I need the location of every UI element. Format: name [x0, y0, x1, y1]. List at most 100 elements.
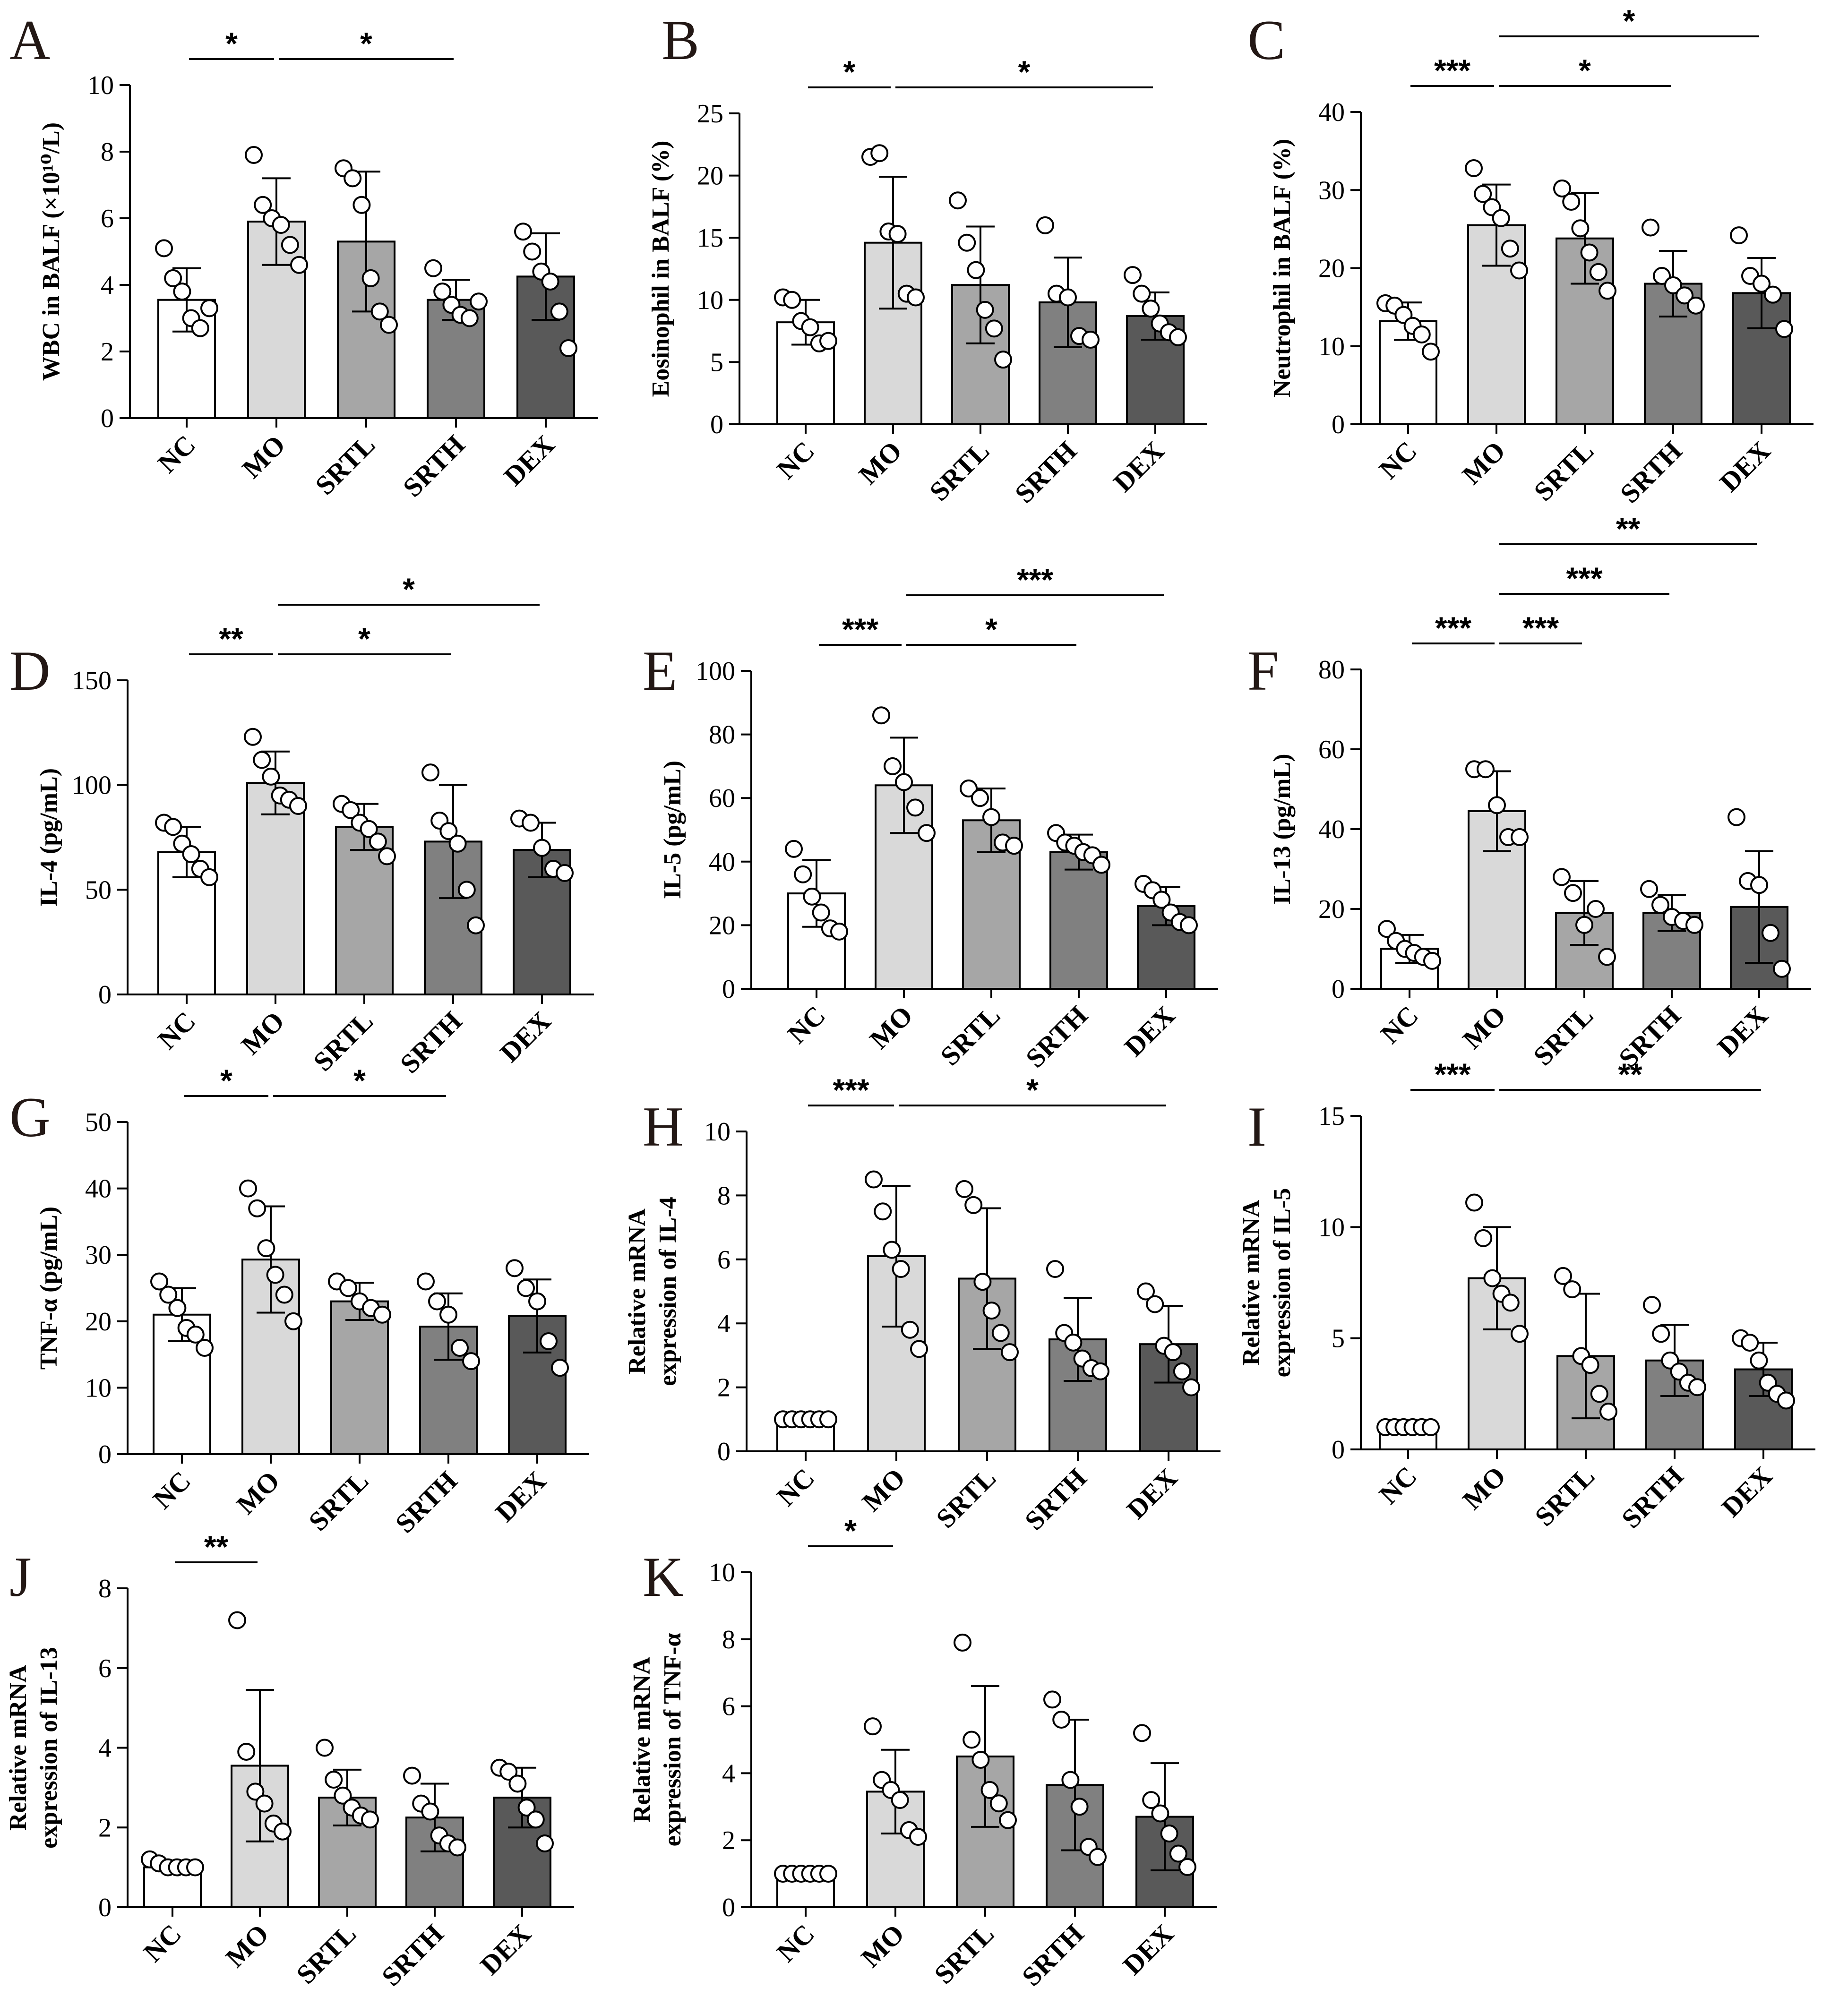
- data-point: [551, 1359, 569, 1377]
- y-tick-label: 5: [1332, 1324, 1345, 1354]
- chart-panel-b: B 0 5 10 15 20 25 Eosinophil in BALF (%) NC MO SRT…: [647, 9, 1207, 509]
- panel-letter: E: [643, 639, 677, 702]
- chart-panel-a: A 0 2 4 6 8 10 WBC in BALF (×10¹⁰/L) NC MO SRTL SRT…: [9, 9, 598, 503]
- data-point: [514, 223, 532, 241]
- x-tick-label: SRTL: [928, 1918, 1000, 1990]
- data-point: [1562, 193, 1581, 211]
- y-axis-title: IL-4 (pg/mL): [35, 768, 62, 907]
- data-point: [380, 316, 398, 334]
- data-point: [895, 773, 913, 791]
- data-point: [1753, 274, 1771, 293]
- data-point: [559, 339, 577, 357]
- data-point: [536, 1834, 554, 1852]
- significance-label: *: [358, 621, 370, 656]
- data-point: [1773, 960, 1791, 978]
- data-point: [1685, 916, 1703, 934]
- y-tick-label: 80: [709, 720, 735, 750]
- data-point: [1563, 1280, 1582, 1299]
- data-point: [982, 1302, 1001, 1320]
- data-point: [369, 832, 387, 851]
- data-point: [1169, 1844, 1187, 1863]
- y-tick-label: 8: [98, 1574, 112, 1603]
- data-point: [1465, 1193, 1483, 1212]
- y-axis-title: Eosinophil in BALF (%): [647, 141, 674, 397]
- data-point: [888, 225, 907, 243]
- y-tick-label: 0: [722, 975, 735, 1004]
- data-point: [1501, 240, 1519, 258]
- significance-label: ***: [1017, 562, 1053, 597]
- data-point: [191, 319, 209, 337]
- y-axis-title: IL-13 (pg/mL): [1269, 754, 1296, 904]
- x-tick-label: SRTL: [1528, 435, 1600, 507]
- y-tick-label: 8: [722, 1625, 735, 1654]
- data-point: [506, 1259, 524, 1277]
- data-point: [334, 1786, 352, 1805]
- data-point: [1182, 1378, 1200, 1397]
- data-point: [918, 824, 936, 842]
- data-point: [872, 706, 890, 725]
- x-tick-label: MO: [1457, 1460, 1512, 1516]
- data-point: [257, 1239, 275, 1258]
- data-point: [865, 1170, 883, 1189]
- data-point: [1676, 286, 1693, 305]
- data-point: [428, 1292, 446, 1311]
- significance-label: ***: [1566, 561, 1602, 596]
- chart-panel-e: E 0 20 40 60 80 100 IL-5 (pg/mL) NC MO SRTL SRTH DEX…: [643, 562, 1218, 1073]
- x-tick-label: MO: [856, 1462, 911, 1517]
- data-point: [1590, 1385, 1608, 1403]
- data-point: [1554, 1267, 1572, 1285]
- y-tick-label: 80: [1318, 655, 1345, 685]
- significance-label: **: [219, 621, 243, 656]
- data-point: [883, 1241, 901, 1259]
- y-tick-label: 100: [72, 771, 112, 800]
- x-tick-label: MO: [853, 435, 908, 490]
- y-tick-label: 4: [722, 1759, 735, 1788]
- data-point: [949, 191, 967, 210]
- y-tick-label: 50: [85, 1108, 112, 1137]
- panel-letter: D: [9, 639, 51, 702]
- significance-label: *: [985, 612, 997, 647]
- x-tick-label: NC: [138, 1918, 187, 1968]
- data-point: [1043, 1690, 1061, 1709]
- data-point: [460, 309, 479, 327]
- data-point: [200, 299, 218, 317]
- data-point: [370, 302, 389, 321]
- panel-letter: G: [9, 1086, 51, 1148]
- data-point: [1036, 216, 1054, 234]
- data-point: [1070, 1798, 1089, 1816]
- data-point: [1137, 1282, 1155, 1301]
- data-point: [1741, 1334, 1759, 1352]
- data-point: [830, 922, 848, 941]
- data-point: [1160, 1825, 1178, 1843]
- data-point: [417, 1272, 435, 1291]
- data-point: [196, 1339, 214, 1357]
- significance-label: ***: [1522, 610, 1559, 645]
- y-tick-label: 0: [722, 1893, 735, 1922]
- data-point: [1580, 243, 1599, 262]
- data-point: [1152, 891, 1171, 909]
- data-point: [540, 1332, 558, 1350]
- data-point: [1133, 1724, 1151, 1742]
- data-point: [955, 1180, 973, 1198]
- data-point: [1061, 1771, 1080, 1789]
- data-point: [1492, 209, 1510, 227]
- y-tick-label: 0: [98, 1440, 112, 1469]
- y-axis-title: WBC in BALF (×10¹⁰/L): [38, 122, 65, 381]
- y-tick-label: 6: [101, 204, 114, 233]
- significance-label: *: [1579, 53, 1591, 88]
- data-point: [785, 840, 803, 858]
- x-tick-label: NC: [147, 1465, 197, 1515]
- x-tick-label: DEX: [1714, 435, 1777, 498]
- data-point: [550, 302, 568, 321]
- data-point: [892, 1260, 910, 1278]
- data-point: [1575, 916, 1593, 934]
- x-tick-label: NC: [771, 1918, 820, 1968]
- y-tick-label: 2: [717, 1373, 731, 1403]
- data-point: [164, 269, 182, 287]
- data-point: [237, 1742, 256, 1761]
- data-point: [982, 808, 1000, 826]
- chart-panel-k: K 0 2 4 6 8 10 Relative mRNA expression of TNF-α…: [628, 1513, 1217, 1992]
- data-point: [186, 1858, 204, 1876]
- y-axis-title: expression of IL-5: [1269, 1188, 1296, 1378]
- data-point: [1777, 1391, 1795, 1410]
